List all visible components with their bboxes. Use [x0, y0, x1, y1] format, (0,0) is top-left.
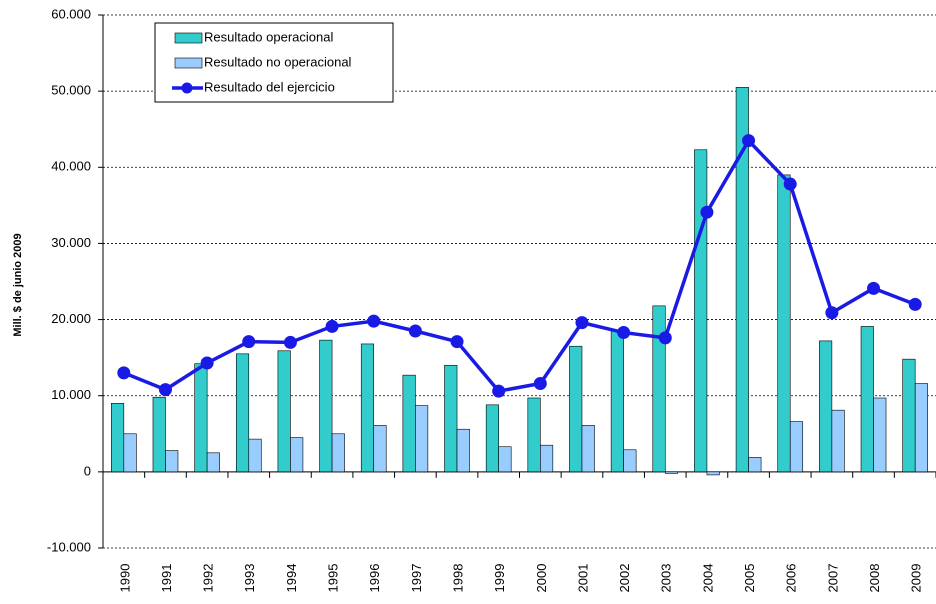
bar — [277, 350, 291, 473]
line-marker — [117, 366, 131, 380]
x-tick-label: 2008 — [867, 564, 882, 593]
line-marker — [325, 319, 339, 333]
line-marker — [367, 314, 381, 328]
bar — [402, 374, 416, 473]
y-tick-label: -10.000 — [47, 539, 91, 554]
legend-label: Resultado no operacional — [204, 54, 352, 69]
x-tick-label: 1999 — [492, 564, 507, 593]
line-marker — [867, 281, 881, 295]
x-tick-label: 1996 — [367, 564, 382, 593]
bar — [789, 421, 804, 473]
line-marker — [575, 316, 589, 330]
x-tick-label: 1997 — [409, 564, 424, 593]
bar — [485, 404, 499, 473]
bar — [819, 340, 833, 473]
bar — [540, 444, 554, 473]
bar — [735, 87, 749, 473]
line-marker — [742, 134, 756, 148]
y-tick-label: 50.000 — [51, 83, 91, 98]
y-tick-label: 10.000 — [51, 387, 91, 402]
bar — [456, 428, 470, 473]
line-marker — [908, 297, 922, 311]
bar — [581, 425, 595, 473]
x-tick-label: 2007 — [825, 564, 840, 593]
bar — [623, 449, 637, 473]
legend-swatch — [174, 57, 203, 69]
x-tick-label: 1993 — [242, 564, 257, 593]
x-tick-label: 2000 — [534, 564, 549, 593]
bar — [569, 345, 583, 473]
bar — [914, 383, 928, 473]
legend-swatch — [174, 32, 203, 44]
y-tick-label: 20.000 — [51, 311, 91, 326]
bar — [652, 305, 666, 473]
line-marker — [783, 177, 797, 191]
line-marker — [617, 326, 631, 340]
bar — [123, 433, 137, 473]
line-marker — [700, 205, 714, 219]
y-tick-label: 40.000 — [51, 159, 91, 174]
bar — [373, 425, 387, 473]
bar — [831, 409, 845, 473]
bar — [610, 329, 624, 473]
line-marker — [533, 377, 547, 391]
bar — [694, 149, 708, 473]
legend-label: Resultado del ejercicio — [204, 79, 335, 94]
bar — [319, 339, 333, 473]
bar — [527, 397, 541, 473]
x-tick-label: 1990 — [117, 564, 132, 593]
legend-swatch — [181, 82, 193, 94]
line — [123, 137, 916, 394]
bar — [111, 403, 125, 473]
line-marker — [283, 335, 297, 349]
legend: Resultado operacional Resultado no operac… — [154, 22, 394, 103]
bar — [165, 450, 179, 473]
bar — [664, 471, 679, 474]
bar — [706, 471, 720, 476]
bar — [748, 457, 762, 473]
line-marker — [658, 331, 672, 345]
line-marker — [408, 324, 422, 338]
x-tick-label: 2009 — [909, 564, 924, 593]
bar — [498, 446, 512, 473]
x-tick-label: 1991 — [159, 564, 174, 593]
bar — [777, 174, 791, 473]
line-marker — [450, 335, 464, 349]
line-marker — [825, 306, 839, 320]
x-tick-label: 1992 — [201, 564, 216, 593]
x-tick-label: 1994 — [284, 564, 299, 593]
bar — [360, 343, 375, 473]
line-marker — [158, 383, 172, 397]
y-axis-label: Mill. $ de junio 2009 — [12, 233, 24, 336]
bar — [235, 353, 250, 473]
x-tick-label: 2003 — [659, 564, 674, 593]
x-tick-label: 2002 — [617, 564, 632, 593]
bar — [902, 358, 916, 473]
x-tick-label: 2001 — [575, 564, 590, 593]
bar — [415, 405, 429, 473]
x-tick-label: 2004 — [700, 564, 715, 593]
x-tick-label: 2005 — [742, 564, 757, 593]
y-tick-label: 30.000 — [51, 235, 91, 250]
x-tick-label: 1995 — [326, 564, 341, 593]
line-marker — [200, 356, 214, 370]
bar — [206, 452, 220, 473]
legend-label: Resultado operacional — [204, 29, 333, 44]
bar — [873, 397, 887, 473]
bar — [444, 364, 458, 473]
bar — [152, 396, 166, 473]
x-tick-label: 1998 — [450, 564, 465, 593]
bar — [248, 438, 262, 473]
y-tick-label: 0 — [84, 463, 91, 478]
y-tick-label: 60.000 — [51, 6, 91, 21]
bar — [331, 433, 345, 473]
bar — [860, 326, 874, 473]
bar — [290, 437, 304, 473]
bar — [194, 363, 208, 473]
x-tick-label: 2006 — [784, 564, 799, 593]
line-marker — [492, 384, 506, 398]
line-marker — [242, 335, 256, 349]
